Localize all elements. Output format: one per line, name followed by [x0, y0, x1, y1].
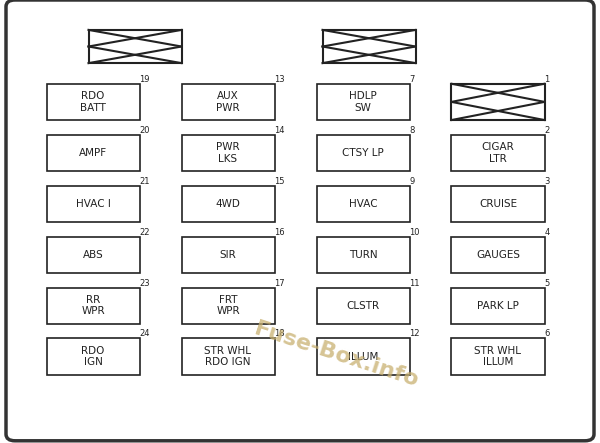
- Text: 3: 3: [545, 177, 550, 186]
- Bar: [317, 237, 409, 273]
- Text: STR WHL
ILLUM: STR WHL ILLUM: [475, 346, 521, 367]
- Bar: [47, 135, 139, 171]
- Text: 10: 10: [409, 228, 420, 237]
- Text: HDLP
SW: HDLP SW: [349, 91, 377, 113]
- Text: RDO
BATT: RDO BATT: [80, 91, 106, 113]
- Text: CIGAR
LTR: CIGAR LTR: [482, 142, 514, 163]
- Text: RR
WPR: RR WPR: [81, 295, 105, 316]
- Text: PARK LP: PARK LP: [477, 301, 519, 311]
- Bar: [317, 135, 409, 171]
- Text: 23: 23: [139, 279, 150, 288]
- Text: 17: 17: [275, 279, 285, 288]
- FancyBboxPatch shape: [6, 0, 594, 441]
- Text: 4WD: 4WD: [215, 199, 241, 209]
- Text: 19: 19: [139, 75, 150, 84]
- Text: CRUISE: CRUISE: [479, 199, 517, 209]
- Text: 4: 4: [545, 228, 550, 237]
- Text: 24: 24: [139, 330, 150, 338]
- Bar: [451, 288, 545, 324]
- Text: AMPF: AMPF: [79, 148, 107, 158]
- Text: 21: 21: [139, 177, 150, 186]
- Text: 9: 9: [409, 177, 415, 186]
- Bar: [451, 237, 545, 273]
- Text: FRT
WPR: FRT WPR: [216, 295, 240, 316]
- Bar: [323, 30, 415, 63]
- Text: HVAC: HVAC: [349, 199, 377, 209]
- Bar: [47, 288, 139, 324]
- Bar: [182, 338, 275, 375]
- Text: 5: 5: [545, 279, 550, 288]
- Bar: [47, 186, 139, 222]
- Text: 2: 2: [545, 126, 550, 135]
- Bar: [89, 30, 182, 63]
- Text: 12: 12: [409, 330, 420, 338]
- Bar: [47, 338, 139, 375]
- Text: 11: 11: [409, 279, 420, 288]
- Text: CLSTR: CLSTR: [346, 301, 380, 311]
- Bar: [451, 135, 545, 171]
- Text: 16: 16: [275, 228, 285, 237]
- Text: 1: 1: [545, 75, 550, 84]
- Bar: [182, 135, 275, 171]
- Text: 6: 6: [545, 330, 550, 338]
- Bar: [451, 84, 545, 120]
- Text: CTSY LP: CTSY LP: [342, 148, 384, 158]
- Bar: [182, 84, 275, 120]
- Bar: [451, 186, 545, 222]
- Text: AUX
PWR: AUX PWR: [216, 91, 240, 113]
- Text: GAUGES: GAUGES: [476, 250, 520, 260]
- Bar: [182, 186, 275, 222]
- Text: ABS: ABS: [83, 250, 103, 260]
- Bar: [47, 84, 139, 120]
- Text: 8: 8: [409, 126, 415, 135]
- Text: 7: 7: [409, 75, 415, 84]
- Text: 13: 13: [275, 75, 285, 84]
- Text: STR WHL
RDO IGN: STR WHL RDO IGN: [205, 346, 251, 367]
- Bar: [317, 84, 409, 120]
- Bar: [182, 288, 275, 324]
- Text: HVAC I: HVAC I: [76, 199, 110, 209]
- Text: 14: 14: [275, 126, 285, 135]
- Text: RDO
IGN: RDO IGN: [82, 346, 104, 367]
- Bar: [47, 237, 139, 273]
- Bar: [317, 288, 409, 324]
- Text: 18: 18: [275, 330, 285, 338]
- Bar: [182, 237, 275, 273]
- Bar: [317, 186, 409, 222]
- Text: TURN: TURN: [349, 250, 377, 260]
- Text: 22: 22: [139, 228, 150, 237]
- Bar: [451, 338, 545, 375]
- Text: Fuse-Box.info: Fuse-Box.info: [251, 319, 421, 390]
- Text: ILLUM: ILLUM: [348, 352, 378, 361]
- Text: PWR
LKS: PWR LKS: [216, 142, 240, 163]
- Text: 20: 20: [139, 126, 150, 135]
- Text: SIR: SIR: [220, 250, 236, 260]
- Bar: [317, 338, 409, 375]
- Text: 15: 15: [275, 177, 285, 186]
